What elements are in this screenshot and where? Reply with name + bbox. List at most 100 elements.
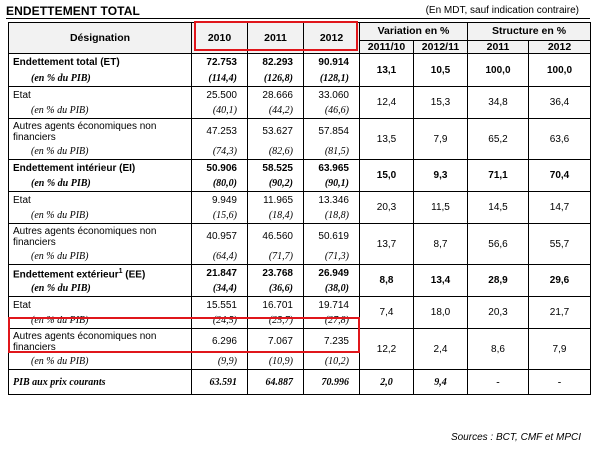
cell-var-2011-10: 2,0 [359, 369, 414, 395]
cell-struct-2011: 8,6 [467, 328, 529, 370]
cell-2011: (44,2) [247, 103, 304, 119]
cell-struct-2011: 65,2 [467, 118, 529, 160]
cell-2011: 11.965 [247, 191, 304, 209]
ee-label-text: Endettement extérieur [13, 269, 119, 281]
row-label: (en % du PIB) [8, 144, 192, 160]
cell-2012: (128,1) [303, 70, 360, 87]
cell-2011: 28.666 [247, 86, 304, 104]
row-label: Endettement intérieur (EI) [8, 159, 192, 177]
cell-2010: 21.847 [191, 264, 248, 282]
table-row-pib: (en % du PIB) (9,9) (10,9) (10,2) [8, 354, 591, 370]
cell-2010: (40,1) [191, 103, 248, 119]
table-row-pib: (en % du PIB) (74,3) (82,6) (81,5) [8, 144, 591, 160]
row-label: (en % du PIB) [8, 313, 192, 329]
cell-struct-2011: 34,8 [467, 86, 529, 119]
cell-2010: (80,0) [191, 176, 248, 192]
row-label: Endettement extérieur1 (EE) [8, 264, 192, 282]
cell-struct-2011: 71,1 [467, 159, 529, 192]
cell-var-2012-11: 2,4 [413, 328, 468, 370]
row-label: Endettement total (ET) [8, 53, 192, 71]
cell-2012: 7.235 [303, 328, 360, 355]
cell-struct-2011: - [467, 369, 529, 395]
cell-2010: 63.591 [191, 369, 248, 395]
cell-2010: (24,5) [191, 313, 248, 329]
row-label: (en % du PIB) [8, 70, 192, 87]
title-rule [6, 18, 590, 19]
row-label: (en % du PIB) [8, 176, 192, 192]
row-label: PIB aux prix courants [8, 369, 192, 395]
cell-2012: (10,2) [303, 354, 360, 370]
cell-2010: 25.500 [191, 86, 248, 104]
cell-var-2011-10: 20,3 [359, 191, 414, 224]
cell-2012: 33.060 [303, 86, 360, 104]
structure-2011-header: 2011 [467, 40, 529, 54]
cell-struct-2012: 63,6 [527, 118, 592, 160]
designation-header: Désignation [8, 22, 192, 54]
cell-var-2011-10: 13,7 [359, 223, 414, 265]
cell-var-2012-11: 9,4 [413, 369, 468, 395]
cell-struct-2012: 21,7 [527, 296, 592, 329]
cell-struct-2011: 56,6 [467, 223, 529, 265]
cell-2012: 70.996 [303, 369, 360, 395]
cell-2011: (71,7) [247, 249, 304, 265]
cell-struct-2011: 14,5 [467, 191, 529, 224]
table-row: Endettement extérieur1 (EE) 21.847 23.76… [8, 264, 592, 297]
cell-var-2011-10: 12,2 [359, 328, 414, 370]
table-row: Autres agents économiques non financiers… [8, 223, 592, 265]
cell-2012: (18,8) [303, 208, 360, 224]
row-label: (en % du PIB) [8, 249, 192, 265]
cell-2011: (18,4) [247, 208, 304, 224]
row-label: Autres agents économiques non financiers [8, 328, 192, 355]
cell-2011: (25,7) [247, 313, 304, 329]
cell-struct-2012: 7,9 [527, 328, 592, 370]
variation-header: Variation en % [359, 22, 468, 41]
cell-struct-2012: - [527, 369, 592, 395]
row-label: (en % du PIB) [8, 281, 192, 297]
cell-struct-2012: 100,0 [527, 53, 592, 87]
table-row: Etat 25.500 28.666 33.060 12,4 15,3 34,8… [8, 86, 592, 119]
cell-struct-2012: 36,4 [527, 86, 592, 119]
header-row-1: Désignation 2010 2011 2012 Variation en … [8, 22, 592, 54]
cell-2011: 16.701 [247, 296, 304, 314]
cell-var-2012-11: 13,4 [413, 264, 468, 297]
cell-struct-2011: 28,9 [467, 264, 529, 297]
unit-note: (En MDT, sauf indication contraire) [425, 5, 579, 16]
debt-table: Désignation 2010 2011 2012 Variation en … [8, 22, 592, 395]
table-row: Endettement total (ET) 72.753 82.293 90.… [8, 53, 592, 87]
cell-2011: (90,2) [247, 176, 304, 192]
cell-2012: (90,1) [303, 176, 360, 192]
cell-2011: 46.560 [247, 223, 304, 250]
cell-2012: (71,3) [303, 249, 360, 265]
cell-var-2012-11: 10,5 [413, 53, 468, 87]
row-label: Autres agents économiques non financiers [8, 118, 192, 145]
cell-2012: 50.619 [303, 223, 360, 250]
cell-var-2012-11: 9,3 [413, 159, 468, 192]
cell-struct-2012: 29,6 [527, 264, 592, 297]
structure-2012-header: 2012 [527, 40, 592, 54]
table-row-pib: (en % du PIB) (34,4) (36,6) (38,0) [8, 281, 591, 297]
cell-struct-2012: 14,7 [527, 191, 592, 224]
table-row: Autres agents économiques non financiers… [8, 118, 592, 160]
cell-2011: 7.067 [247, 328, 304, 355]
cell-var-2012-11: 15,3 [413, 86, 468, 119]
cell-2010: 72.753 [191, 53, 248, 71]
cell-2011: 58.525 [247, 159, 304, 177]
cell-2010: 15.551 [191, 296, 248, 314]
cell-2010: (15,6) [191, 208, 248, 224]
cell-var-2011-10: 12,4 [359, 86, 414, 119]
year-2012-header: 2012 [303, 22, 360, 54]
cell-2012: (46,6) [303, 103, 360, 119]
cell-2010: (34,4) [191, 281, 248, 297]
row-label: (en % du PIB) [8, 103, 192, 119]
table-row: Autres agents économiques non financiers… [8, 328, 592, 370]
cell-2011: (36,6) [247, 281, 304, 297]
ee-label-suffix: (EE) [122, 269, 146, 281]
cell-2011: 23.768 [247, 264, 304, 282]
cell-2010: 9.949 [191, 191, 248, 209]
cell-2010: (9,9) [191, 354, 248, 370]
cell-2012: (81,5) [303, 144, 360, 160]
table-row-pib: (en % du PIB) (80,0) (90,2) (90,1) [8, 176, 591, 192]
table-row-pib-total: PIB aux prix courants 63.591 64.887 70.9… [8, 369, 592, 395]
source-note: Sources : BCT, CMF et MPCI [450, 432, 581, 443]
row-label: (en % du PIB) [8, 208, 192, 224]
